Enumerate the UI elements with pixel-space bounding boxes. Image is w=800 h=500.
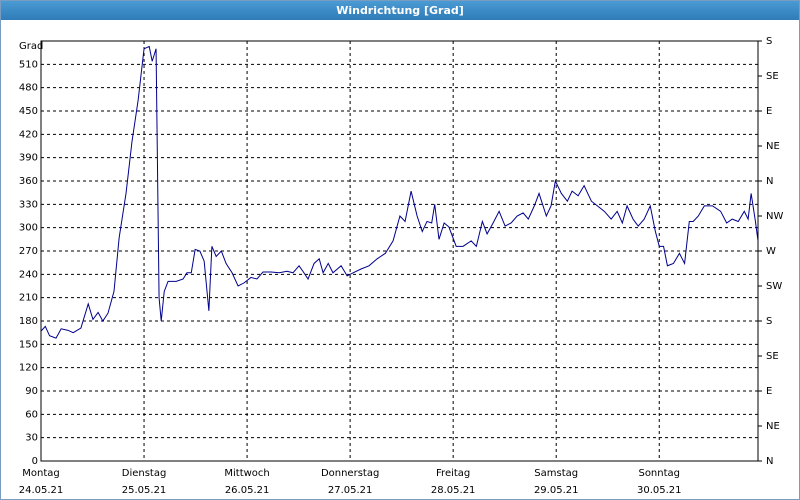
y-tick-label: 240 — [19, 269, 38, 280]
y-tick-label: 510 — [19, 59, 38, 70]
x-tick-date: 28.05.21 — [431, 485, 476, 496]
y-tick-label: 90 — [25, 386, 38, 397]
y-tick-label: 300 — [19, 223, 38, 234]
y2-tick-label: E — [766, 106, 772, 117]
title-bar: Windrichtung [Grad] — [1, 1, 799, 20]
x-tick-date: 29.05.21 — [534, 485, 579, 496]
x-tick-label: Sonntag — [638, 468, 680, 479]
data-line — [40, 45, 759, 339]
x-tick-label: Samstag — [534, 468, 578, 479]
x-tick-date: 24.05.21 — [19, 485, 64, 496]
x-tick-date: 27.05.21 — [328, 485, 373, 496]
x-tick-label: Donnerstag — [321, 468, 379, 479]
x-tick-label: Mittwoch — [224, 468, 269, 479]
y-tick-label: 270 — [19, 246, 38, 257]
y2-tick-label: NE — [766, 421, 780, 432]
x-tick-date: 25.05.21 — [122, 485, 167, 496]
y-tick-label: 450 — [19, 106, 38, 117]
y-tick-label: 30 — [25, 433, 38, 444]
y-tick-label: 420 — [19, 129, 38, 140]
y2-tick-label: N — [766, 176, 773, 187]
y2-tick-label: SW — [766, 281, 782, 292]
y2-tick-label: SE — [766, 351, 779, 362]
y-tick-label: 480 — [19, 83, 38, 94]
y-tick-label: 390 — [19, 153, 38, 164]
y2-tick-label: SE — [766, 71, 779, 82]
x-tick-date: 26.05.21 — [225, 485, 270, 496]
y2-tick-label: E — [766, 386, 772, 397]
y-axis-label: Grad — [19, 41, 43, 52]
y2-tick-label: S — [766, 316, 772, 327]
y-tick-label: 0 — [32, 456, 38, 467]
y2-tick-label: S — [766, 36, 772, 47]
x-tick-date: 30.05.21 — [637, 485, 682, 496]
plot-frame — [40, 40, 759, 462]
y2-tick-label: N — [766, 456, 773, 467]
y-tick-label: 330 — [19, 199, 38, 210]
y-tick-label: 120 — [19, 363, 38, 374]
x-tick-label: Dienstag — [122, 468, 167, 479]
x-tick-label: Montag — [22, 468, 59, 479]
y-tick-label: 210 — [19, 293, 38, 304]
y2-tick-label: NW — [766, 211, 783, 222]
y-tick-label: 360 — [19, 176, 38, 187]
y-tick-label: 150 — [19, 339, 38, 350]
y-tick-label: 180 — [19, 316, 38, 327]
y-tick-label: 60 — [25, 409, 38, 420]
x-tick-label: Freitag — [436, 468, 470, 479]
y2-tick-label: W — [766, 246, 776, 257]
y2-tick-label: NE — [766, 141, 780, 152]
